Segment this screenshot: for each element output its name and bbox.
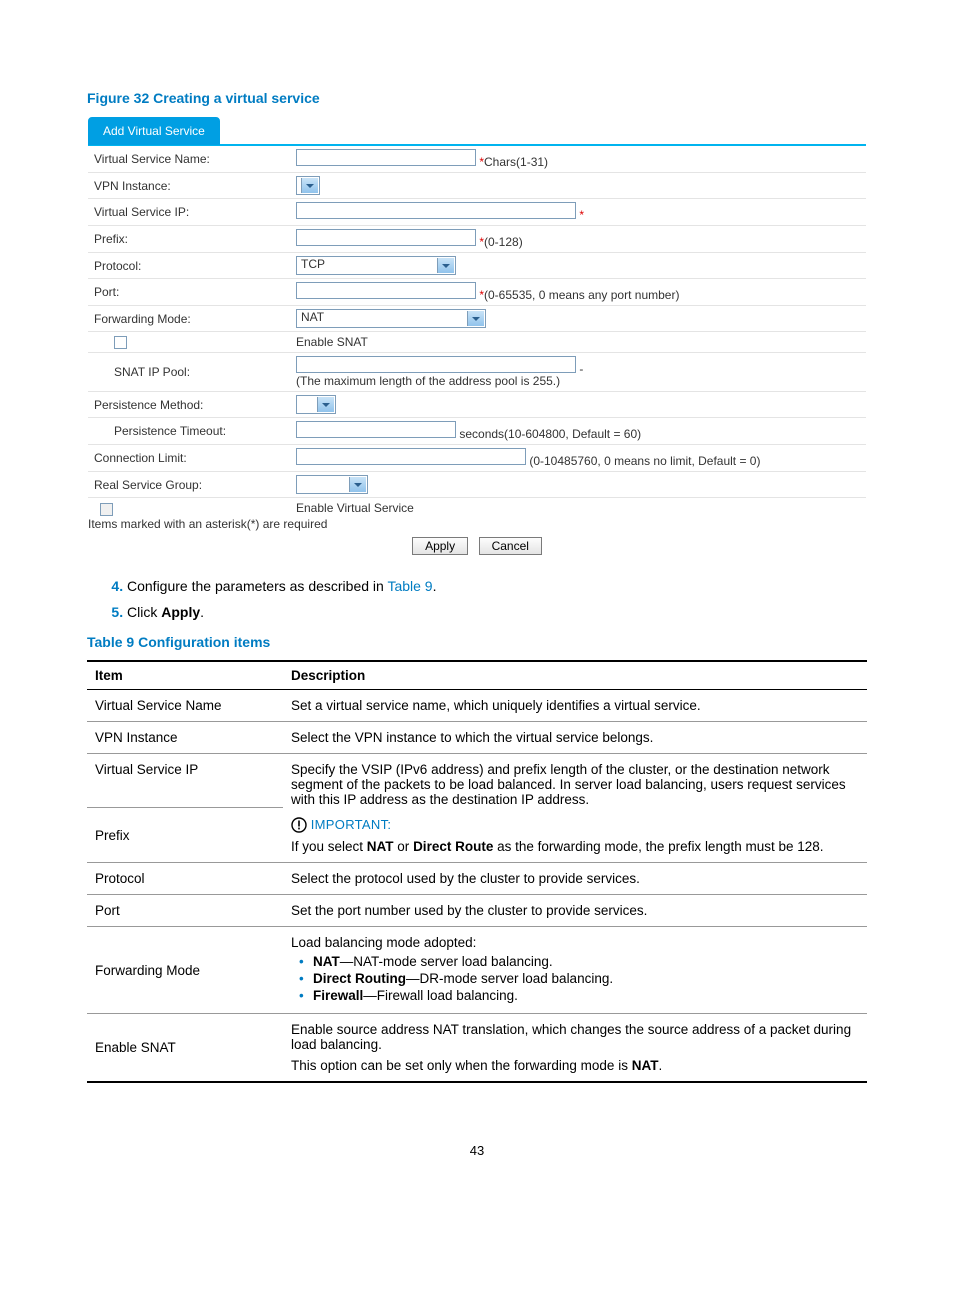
step-4: Configure the parameters as described in…	[127, 578, 867, 594]
figure-title: Figure 32 Creating a virtual service	[87, 90, 867, 106]
row-item: Protocol	[87, 863, 283, 895]
step-5: Click Apply.	[127, 604, 867, 620]
rsg-select[interactable]	[296, 475, 368, 494]
row-desc: Load balancing mode adopted: NAT—NAT-mod…	[283, 927, 867, 1014]
th-desc: Description	[283, 661, 867, 690]
step-4-text: Configure the parameters as described in	[127, 578, 387, 594]
conn-limit-hint: (0-10485760, 0 means no limit, Default =…	[529, 454, 760, 468]
persist-label: Persistence Method:	[88, 392, 290, 418]
form-table: Virtual Service Name: * Chars(1-31) VPN I…	[88, 146, 866, 519]
vs-name-input[interactable]	[296, 149, 476, 166]
vs-name-hint: Chars(1-31)	[484, 155, 548, 169]
enable-vs-checkbox[interactable]	[100, 503, 113, 516]
page: Figure 32 Creating a virtual service Add…	[87, 0, 867, 1198]
step-5-bold: Apply	[161, 604, 200, 620]
row-item: Virtual Service IP	[87, 753, 283, 808]
required-asterisk: *	[579, 208, 584, 222]
vs-name-label: Virtual Service Name:	[88, 146, 290, 173]
port-input[interactable]	[296, 282, 476, 299]
enable-snat-label: Enable SNAT	[290, 332, 866, 353]
screenshot-panel: Add Virtual Service Virtual Service Name…	[87, 116, 867, 556]
prefix-note: If you select NAT or Direct Route as the…	[291, 839, 859, 854]
button-row: Apply Cancel	[88, 537, 866, 555]
vs-ip-input[interactable]	[296, 202, 576, 219]
important-callout: IMPORTANT:	[291, 817, 859, 833]
persist-timeout-input[interactable]	[296, 421, 456, 438]
th-item: Item	[87, 661, 283, 690]
port-hint: (0-65535, 0 means any port number)	[484, 288, 679, 302]
snat-pool-note: (The maximum length of the address pool …	[296, 374, 860, 388]
protocol-label: Protocol:	[88, 253, 290, 279]
warning-icon	[291, 817, 307, 833]
vsip-desc: Specify the VSIP (IPv6 address) and pref…	[291, 762, 846, 807]
page-number: 43	[87, 1143, 867, 1158]
apply-button[interactable]: Apply	[412, 537, 468, 555]
enable-vs-label: Enable Virtual Service	[290, 498, 866, 519]
fwd-label: Forwarding Mode:	[88, 306, 290, 332]
protocol-select[interactable]: TCP	[296, 256, 456, 275]
snat-p1: Enable source address NAT translation, w…	[291, 1022, 859, 1052]
fwd-lead: Load balancing mode adopted:	[291, 935, 476, 950]
add-virtual-service-tab[interactable]: Add Virtual Service	[88, 117, 220, 145]
snat-pool-input[interactable]	[296, 356, 576, 373]
table-9-link[interactable]: Table 9	[387, 578, 432, 594]
persist-select[interactable]	[296, 395, 336, 414]
vpn-label: VPN Instance:	[88, 173, 290, 199]
step-4-post: .	[433, 578, 437, 594]
fwd-select[interactable]: NAT	[296, 309, 486, 328]
persist-timeout-hint: seconds(10-604800, Default = 60)	[459, 427, 641, 441]
prefix-input[interactable]	[296, 229, 476, 246]
port-label: Port:	[88, 279, 290, 306]
row-item: Prefix	[87, 808, 283, 863]
conn-limit-label: Connection Limit:	[88, 445, 290, 472]
enable-snat-checkbox[interactable]	[114, 336, 127, 349]
row-item: Virtual Service Name	[87, 689, 283, 721]
vpn-select[interactable]	[296, 176, 320, 195]
rsg-label: Real Service Group:	[88, 472, 290, 498]
important-label: IMPORTANT:	[311, 817, 392, 832]
row-desc: Enable source address NAT translation, w…	[283, 1014, 867, 1083]
cancel-button[interactable]: Cancel	[479, 537, 542, 555]
row-desc: Select the VPN instance to which the vir…	[283, 721, 867, 753]
conn-limit-input[interactable]	[296, 448, 526, 465]
row-desc: Select the protocol used by the cluster …	[283, 863, 867, 895]
prefix-hint: (0-128)	[484, 235, 523, 249]
fwd-bullets: NAT—NAT-mode server load balancing. Dire…	[291, 954, 859, 1003]
steps-list: Configure the parameters as described in…	[87, 578, 867, 620]
row-item: Port	[87, 895, 283, 927]
row-desc: Set the port number used by the cluster …	[283, 895, 867, 927]
step-5-text: Click	[127, 604, 161, 620]
prefix-label: Prefix:	[88, 226, 290, 253]
persist-timeout-label: Persistence Timeout:	[88, 418, 290, 445]
vs-ip-label: Virtual Service IP:	[88, 199, 290, 226]
required-note: Items marked with an asterisk(*) are req…	[88, 517, 866, 531]
snat-pool-label: SNAT IP Pool:	[88, 353, 290, 392]
step-5-post: .	[200, 604, 204, 620]
row-item: Forwarding Mode	[87, 927, 283, 1014]
snat-p2: This option can be set only when the for…	[291, 1058, 859, 1073]
row-item: VPN Instance	[87, 721, 283, 753]
config-table: Item Description Virtual Service Name Se…	[87, 660, 867, 1083]
row-desc: Set a virtual service name, which unique…	[283, 689, 867, 721]
row-desc: Specify the VSIP (IPv6 address) and pref…	[283, 753, 867, 862]
row-item: Enable SNAT	[87, 1014, 283, 1083]
table-title: Table 9 Configuration items	[87, 634, 867, 650]
